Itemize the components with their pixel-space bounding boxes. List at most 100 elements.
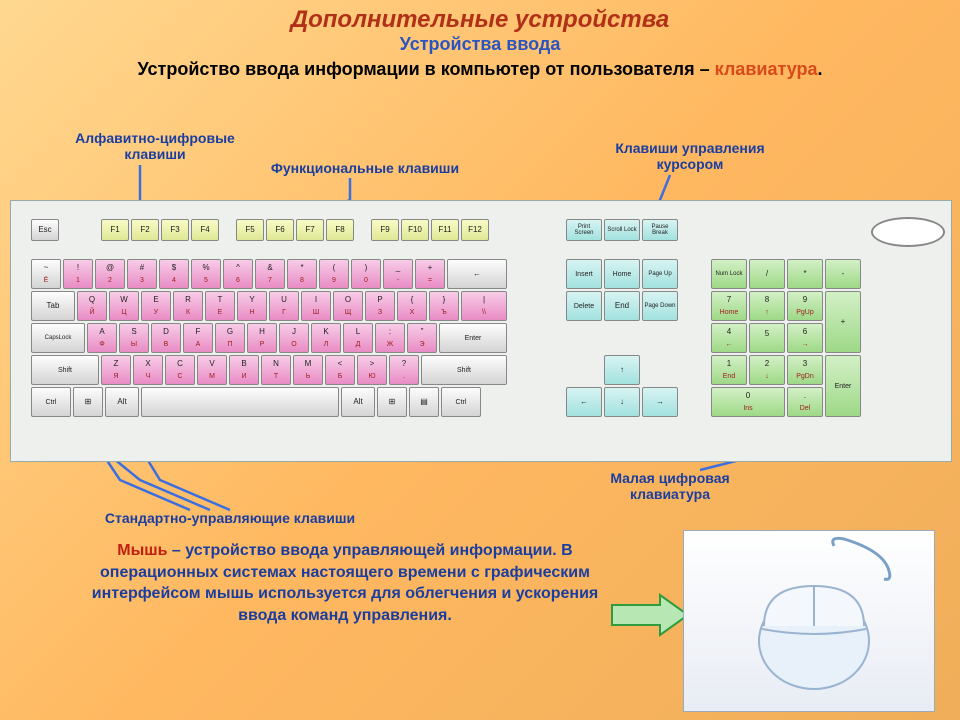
key: #3 bbox=[127, 259, 157, 289]
intro-text: Устройство ввода информации в компьютер … bbox=[60, 59, 900, 80]
key: F10 bbox=[401, 219, 429, 241]
key: WЦ bbox=[109, 291, 139, 321]
key: ▤ bbox=[409, 387, 439, 417]
key: Enter bbox=[825, 355, 861, 417]
key: ^6 bbox=[223, 259, 253, 289]
mouse-rest: – устройство ввода управляющей информаци… bbox=[92, 542, 599, 624]
key: F11 bbox=[431, 219, 459, 241]
key: CapsLock bbox=[31, 323, 85, 353]
key: 3PgDn bbox=[787, 355, 823, 385]
key: RК bbox=[173, 291, 203, 321]
key: F7 bbox=[296, 219, 324, 241]
key: - bbox=[825, 259, 861, 289]
key: End bbox=[604, 291, 640, 321]
key: |\\ bbox=[461, 291, 507, 321]
key: ↓ bbox=[604, 387, 640, 417]
key: }Ъ bbox=[429, 291, 459, 321]
key: AФ bbox=[87, 323, 117, 353]
key: Home bbox=[604, 259, 640, 289]
key: @2 bbox=[95, 259, 125, 289]
key: Tab bbox=[31, 291, 75, 321]
key: *8 bbox=[287, 259, 317, 289]
key: Shift bbox=[31, 355, 99, 385]
mouse-illustration bbox=[683, 530, 935, 712]
mouse-description: Мышь – устройство ввода управляющей инфо… bbox=[80, 540, 610, 626]
key: Delete bbox=[566, 291, 602, 321]
key: Pause Break bbox=[642, 219, 678, 241]
key: EУ bbox=[141, 291, 171, 321]
key: LД bbox=[343, 323, 373, 353]
key: Ctrl bbox=[31, 387, 71, 417]
key: * bbox=[787, 259, 823, 289]
key: ← bbox=[447, 259, 507, 289]
key: → bbox=[642, 387, 678, 417]
key: DВ bbox=[151, 323, 181, 353]
key: IШ bbox=[301, 291, 331, 321]
keyboard-diagram: EscF1F2F3F4F5F6F7F8F9F10F11F12~Ё!1@2#3$4… bbox=[10, 200, 952, 462]
key: 5 bbox=[749, 323, 785, 353]
key: OЩ bbox=[333, 291, 363, 321]
key: ↑ bbox=[604, 355, 640, 385]
key: 2↓ bbox=[749, 355, 785, 385]
label-alpha: Алфавитно-цифровыеклавиши bbox=[55, 130, 255, 162]
page-title: Дополнительные устройства bbox=[0, 0, 960, 34]
intro-pre: Устройство ввода информации в компьютер … bbox=[137, 59, 714, 79]
key: CС bbox=[165, 355, 195, 385]
key: F12 bbox=[461, 219, 489, 241]
key: Shift bbox=[421, 355, 507, 385]
key: + bbox=[825, 291, 861, 353]
key: 6→ bbox=[787, 323, 823, 353]
key: F8 bbox=[326, 219, 354, 241]
mouse-arrow-icon bbox=[610, 590, 690, 640]
key: _- bbox=[383, 259, 413, 289]
key: SЫ bbox=[119, 323, 149, 353]
key: F1 bbox=[101, 219, 129, 241]
key: ZЯ bbox=[101, 355, 131, 385]
key: )0 bbox=[351, 259, 381, 289]
key: F6 bbox=[266, 219, 294, 241]
key: PЗ bbox=[365, 291, 395, 321]
key: ?. bbox=[389, 355, 419, 385]
label-cursor: Клавиши управлениякурсором bbox=[590, 140, 790, 172]
key: NТ bbox=[261, 355, 291, 385]
key: :Ж bbox=[375, 323, 405, 353]
key: >Ю bbox=[357, 355, 387, 385]
key: <Б bbox=[325, 355, 355, 385]
key: 8↑ bbox=[749, 291, 785, 321]
key: Scroll Lock bbox=[604, 219, 640, 241]
key: F3 bbox=[161, 219, 189, 241]
key: .Del bbox=[787, 387, 823, 417]
key: QЙ bbox=[77, 291, 107, 321]
key: Print Screen bbox=[566, 219, 602, 241]
key: Insert bbox=[566, 259, 602, 289]
key: KЛ bbox=[311, 323, 341, 353]
label-std: Стандартно-управляющие клавиши bbox=[70, 510, 390, 526]
key: $4 bbox=[159, 259, 189, 289]
key: JО bbox=[279, 323, 309, 353]
key: / bbox=[749, 259, 785, 289]
key: UГ bbox=[269, 291, 299, 321]
key: YН bbox=[237, 291, 267, 321]
intro-hl: клавиатура bbox=[715, 59, 818, 79]
keyboard-led-oval bbox=[871, 217, 945, 247]
key: {Х bbox=[397, 291, 427, 321]
key: Page Up bbox=[642, 259, 678, 289]
key: ~Ё bbox=[31, 259, 61, 289]
key: 4← bbox=[711, 323, 747, 353]
key: TЕ bbox=[205, 291, 235, 321]
key: &7 bbox=[255, 259, 285, 289]
mouse-hl: Мышь bbox=[117, 542, 167, 559]
key: Page Down bbox=[642, 291, 678, 321]
key: Enter bbox=[439, 323, 507, 353]
key: F9 bbox=[371, 219, 399, 241]
key: Alt bbox=[341, 387, 375, 417]
key: ⊞ bbox=[377, 387, 407, 417]
key: !1 bbox=[63, 259, 93, 289]
key bbox=[141, 387, 339, 417]
key: 0Ins bbox=[711, 387, 785, 417]
key: BИ bbox=[229, 355, 259, 385]
key: HР bbox=[247, 323, 277, 353]
key: Num Lock bbox=[711, 259, 747, 289]
key: += bbox=[415, 259, 445, 289]
label-numpad: Малая цифроваяклавиатура bbox=[580, 470, 760, 502]
